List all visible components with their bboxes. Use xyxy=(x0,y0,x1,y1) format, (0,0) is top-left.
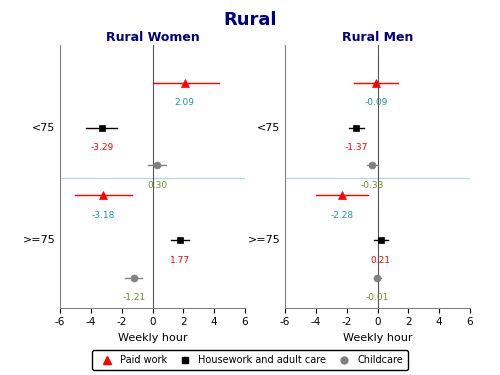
Legend: Paid work, Housework and adult care, Childcare: Paid work, Housework and adult care, Chi… xyxy=(92,350,408,370)
Text: -1.21: -1.21 xyxy=(122,293,146,302)
Title: Rural Women: Rural Women xyxy=(106,31,200,44)
Text: Rural: Rural xyxy=(223,11,277,29)
X-axis label: Weekly hour: Weekly hour xyxy=(343,333,412,343)
Text: -3.18: -3.18 xyxy=(92,211,115,220)
Text: -3.29: -3.29 xyxy=(90,143,114,152)
Title: Rural Men: Rural Men xyxy=(342,31,413,44)
Text: -1.37: -1.37 xyxy=(344,143,368,152)
Text: 2.09: 2.09 xyxy=(174,98,195,107)
Text: -0.33: -0.33 xyxy=(360,181,384,190)
Text: >=75: >=75 xyxy=(22,235,56,245)
Text: 0.30: 0.30 xyxy=(147,181,167,190)
X-axis label: Weekly hour: Weekly hour xyxy=(118,333,187,343)
Text: <75: <75 xyxy=(32,123,56,132)
Text: -0.09: -0.09 xyxy=(364,98,388,107)
Text: <75: <75 xyxy=(257,123,280,132)
Text: -2.28: -2.28 xyxy=(331,211,354,220)
Text: 0.21: 0.21 xyxy=(370,256,390,265)
Text: -0.01: -0.01 xyxy=(366,293,389,302)
Text: 1.77: 1.77 xyxy=(170,256,190,265)
Text: >=75: >=75 xyxy=(248,235,280,245)
